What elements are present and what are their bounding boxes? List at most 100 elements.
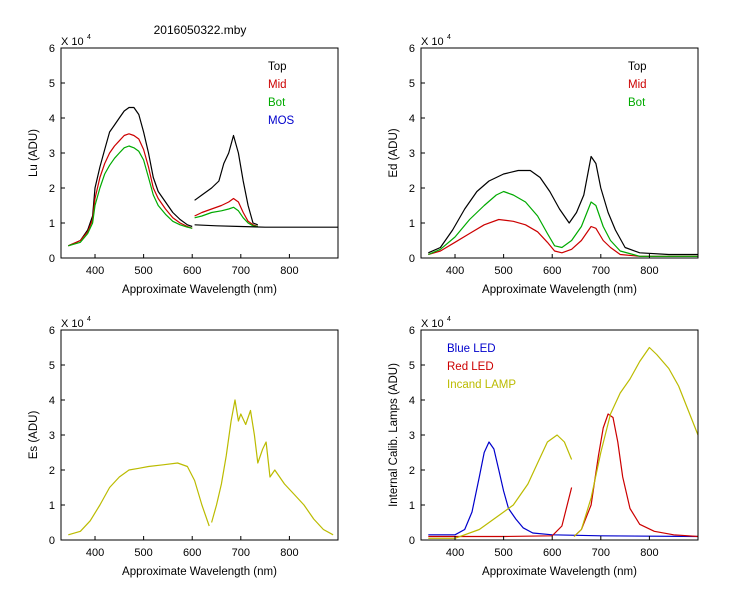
- legend-entry-red-led: Red LED: [447, 361, 494, 373]
- legend: Blue LED Red LED Incand LAMP: [447, 343, 516, 391]
- series-line-red-led: [573, 413, 698, 538]
- y-axis-label: Es (ADU): [28, 411, 40, 460]
- series-line-top: [428, 155, 698, 256]
- series-group: [428, 155, 698, 257]
- series-line-es: [211, 399, 334, 536]
- y-tick-label: 3: [409, 148, 415, 160]
- x-tick-label: 400: [446, 547, 464, 559]
- x-tick-label: 500: [134, 265, 152, 277]
- x-tick-label: 700: [232, 547, 250, 559]
- y-tick-label: 6: [49, 43, 55, 55]
- x-tick-label: 400: [446, 265, 464, 277]
- x-tick-label: 500: [134, 547, 152, 559]
- legend: Top Mid Bot: [628, 61, 647, 109]
- x-tick-label: 700: [592, 265, 610, 277]
- y-tick-label: 1: [409, 218, 415, 230]
- x-tick-label: 700: [592, 547, 610, 559]
- y-tick-label: 4: [49, 113, 55, 125]
- legend-entry-top: Top: [628, 61, 647, 73]
- legend-entry-top: Top: [268, 61, 287, 73]
- y-tick-label: 1: [49, 500, 55, 512]
- x-tick-label: 800: [640, 547, 658, 559]
- y-tick-label: 4: [409, 113, 415, 125]
- legend-entry-mid: Mid: [628, 79, 647, 91]
- y-tick-label: 0: [49, 535, 55, 547]
- y-exponent: 4: [87, 316, 91, 323]
- x-tick-label: 700: [232, 265, 250, 277]
- y-tick-label: 5: [49, 78, 55, 90]
- series-line-es: [68, 462, 210, 536]
- legend-entry-incand-lamp: Incand LAMP: [447, 379, 516, 391]
- y-exponent: 4: [447, 316, 451, 323]
- series-line-bot: [68, 145, 193, 247]
- x-tick-label: 500: [494, 547, 512, 559]
- series-line-incand-lamp: [428, 434, 573, 539]
- y-tick-label: 6: [409, 43, 415, 55]
- series-group: [68, 106, 338, 247]
- y-tick-label: 3: [409, 430, 415, 442]
- x-tick-label: 600: [183, 547, 201, 559]
- y-tick-label: 3: [49, 148, 55, 160]
- series-group: [68, 399, 334, 536]
- y-tick-label: 5: [409, 78, 415, 90]
- series-group: [428, 346, 698, 539]
- legend-entry-blue-led: Blue LED: [447, 343, 496, 355]
- y-tick-label: 4: [409, 395, 415, 407]
- x-tick-label: 800: [280, 547, 298, 559]
- y-exponent: 4: [447, 34, 451, 41]
- series-line-mid: [68, 133, 193, 247]
- x-tick-label: 600: [543, 265, 561, 277]
- y-tick-label: 5: [409, 360, 415, 372]
- x-tick-label: 600: [183, 265, 201, 277]
- x-axis-label: Approximate Wavelength (nm): [122, 284, 277, 296]
- y-tick-label: 2: [49, 183, 55, 195]
- series-line-mid: [194, 197, 259, 228]
- y-tick-label: 0: [409, 253, 415, 265]
- x-tick-label: 800: [640, 265, 658, 277]
- legend: Top Mid Bot MOS: [268, 61, 295, 127]
- series-line-blue-led: [428, 441, 698, 538]
- legend-entry-mos: MOS: [268, 115, 295, 127]
- y-axis-label: Lu (ADU): [28, 129, 40, 177]
- y-axis-label: Internal Calib. Lamps (ADU): [388, 363, 400, 507]
- y-tick-label: 3: [49, 430, 55, 442]
- series-line-background: [194, 224, 338, 228]
- y-tick-label: 6: [49, 325, 55, 337]
- series-line-top: [68, 106, 193, 247]
- legend-entry-bot: Bot: [268, 97, 286, 109]
- y-tick-label: 2: [49, 465, 55, 477]
- plot-frame: [60, 47, 339, 259]
- legend-entry-bot: Bot: [628, 97, 646, 109]
- y-exponent: 4: [87, 34, 91, 41]
- y-tick-label: 0: [409, 535, 415, 547]
- series-line-bot: [428, 190, 698, 257]
- series-line-top: [194, 134, 259, 226]
- y-tick-label: 6: [409, 325, 415, 337]
- series-line-mid: [428, 218, 698, 257]
- x-tick-label: 400: [86, 265, 104, 277]
- y-multiplier: X 10: [421, 36, 444, 48]
- y-multiplier: X 10: [421, 318, 444, 330]
- x-tick-label: 800: [280, 265, 298, 277]
- y-tick-label: 0: [49, 253, 55, 265]
- x-axis-label: Approximate Wavelength (nm): [122, 566, 277, 578]
- y-multiplier: X 10: [61, 318, 84, 330]
- legend-entry-mid: Mid: [268, 79, 287, 91]
- x-tick-label: 600: [543, 547, 561, 559]
- x-axis-label: Approximate Wavelength (nm): [482, 566, 637, 578]
- series-line-bot: [194, 206, 258, 228]
- y-tick-label: 1: [409, 500, 415, 512]
- y-tick-label: 5: [49, 360, 55, 372]
- series-line-incand-lamp: [573, 346, 698, 537]
- series-line-red-led: [428, 487, 573, 538]
- y-tick-label: 4: [49, 395, 55, 407]
- plot-frame: [420, 47, 699, 259]
- y-tick-label: 1: [49, 218, 55, 230]
- x-axis-label: Approximate Wavelength (nm): [482, 284, 637, 296]
- x-tick-label: 500: [494, 265, 512, 277]
- y-multiplier: X 10: [61, 36, 84, 48]
